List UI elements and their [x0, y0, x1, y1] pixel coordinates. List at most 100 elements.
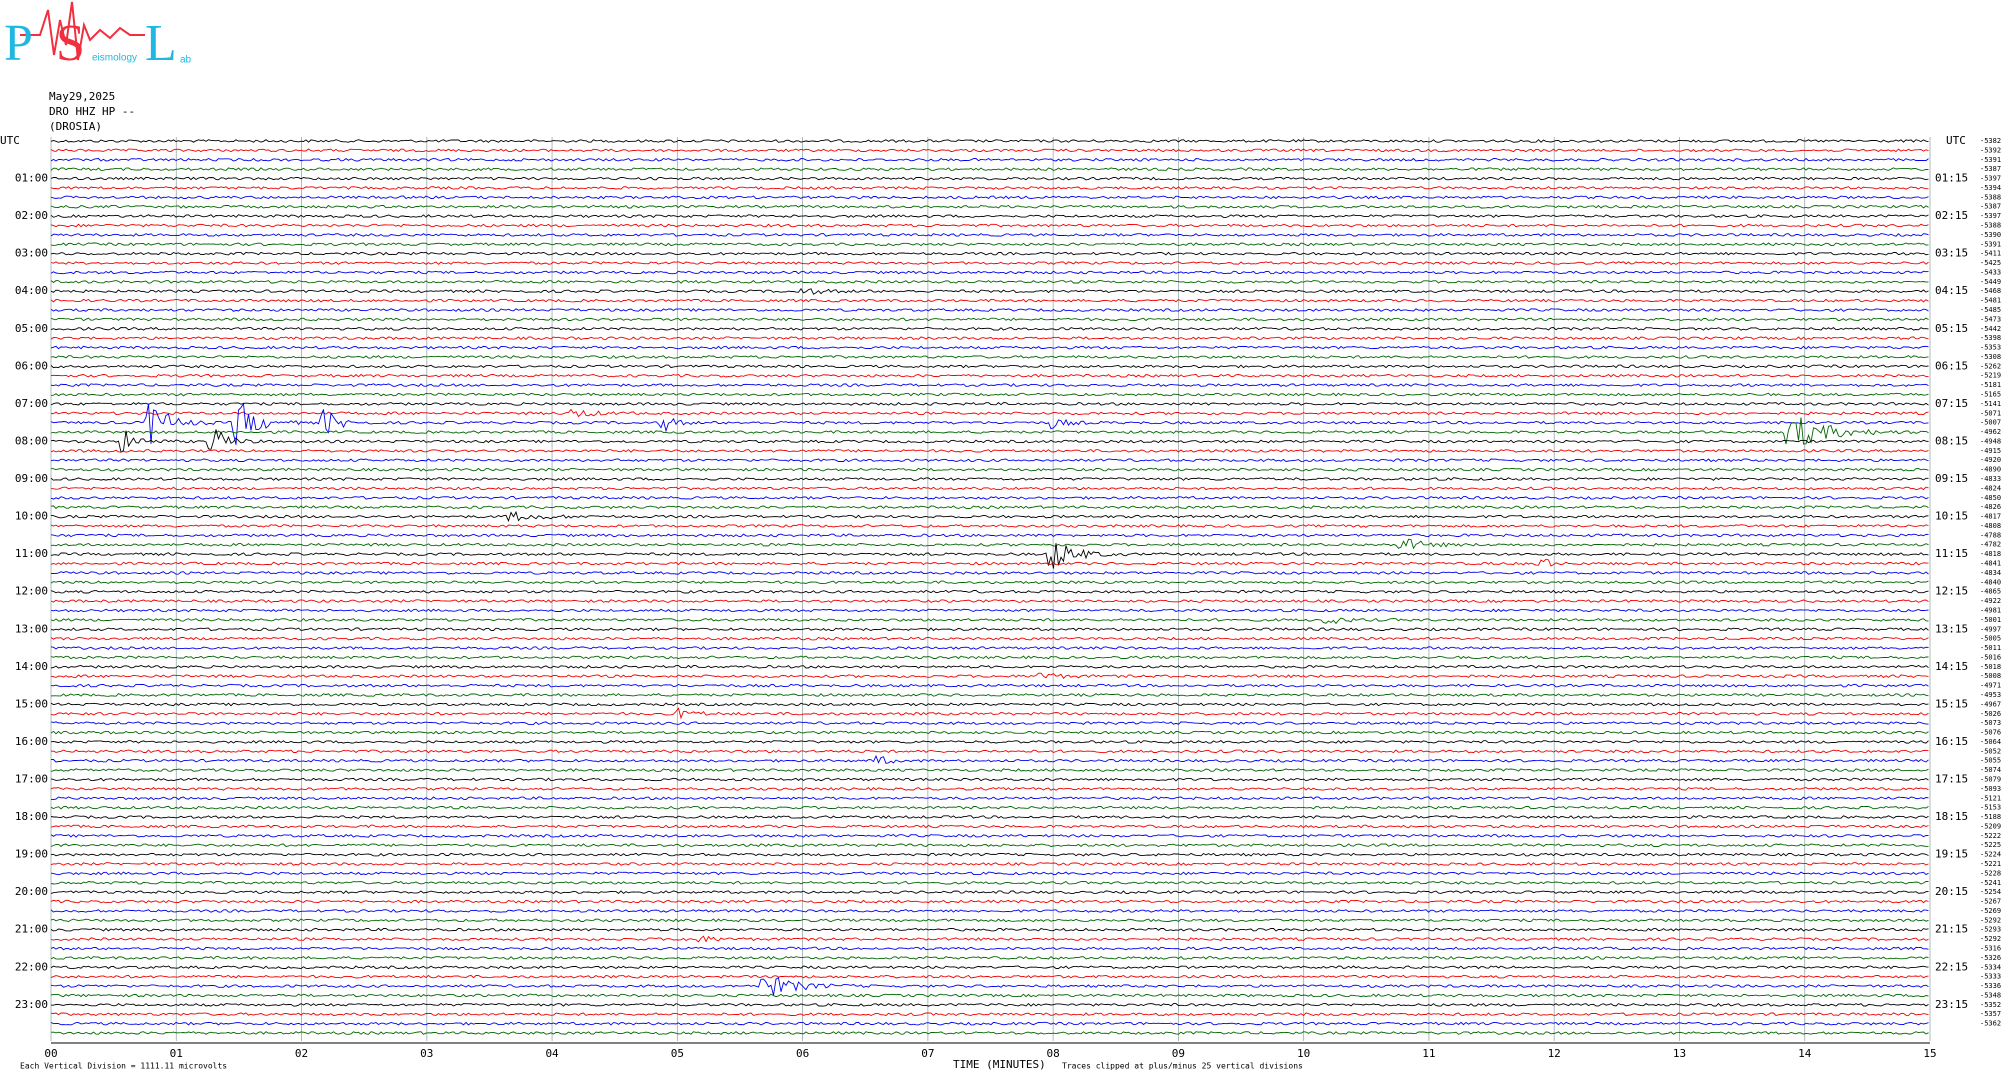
trace [50, 157, 1929, 162]
right-time-label: UTC [1946, 134, 1966, 147]
traces [50, 139, 1929, 1035]
left-time-label: 13:00 [15, 622, 48, 635]
offset-label: -5397 [1980, 212, 2001, 220]
offset-label: -5093 [1980, 785, 2001, 793]
offset-label: -5292 [1980, 935, 2001, 943]
offset-label: -5076 [1980, 729, 2001, 737]
trace [50, 777, 1929, 782]
date: May29,2025 [49, 90, 115, 103]
offset-label: -4824 [1980, 484, 2001, 492]
offset-label: -5394 [1980, 184, 2001, 192]
right-time-label: 16:15 [1935, 735, 1968, 748]
scale-note: Each Vertical Division = 1111.11 microvo… [20, 1062, 227, 1071]
x-tick-label: 04 [545, 1047, 559, 1060]
trace [50, 167, 1929, 172]
trace [50, 417, 1929, 445]
offset-label: -5052 [1980, 747, 2001, 755]
x-tick-label: 15 [1923, 1047, 1936, 1060]
offset-label: -5224 [1980, 851, 2001, 859]
trace [50, 261, 1929, 265]
x-tick-label: 12 [1548, 1047, 1561, 1060]
offset-label: -4981 [1980, 606, 2001, 614]
offset-label: -5382 [1980, 137, 2001, 145]
logo-wave [20, 1, 145, 61]
offset-label: -4788 [1980, 531, 2001, 539]
trace [50, 383, 1929, 388]
offset-label: -4997 [1980, 625, 2001, 633]
right-time-label: 05:15 [1935, 322, 1968, 335]
trace [50, 768, 1929, 772]
offset-label: -4841 [1980, 560, 2001, 568]
left-time-label: 21:00 [15, 923, 48, 936]
trace [50, 336, 1929, 341]
x-tick-label: 03 [420, 1047, 433, 1060]
offset-label: -4850 [1980, 494, 2001, 502]
left-time-label: 01:00 [15, 172, 48, 185]
trace [50, 458, 1929, 463]
offset-label: -5357 [1980, 1010, 2001, 1018]
offset-label: -5269 [1980, 907, 2001, 915]
offset-label: -5391 [1980, 240, 2001, 248]
offset-label: -5121 [1980, 794, 2001, 802]
right-time-label: 07:15 [1935, 397, 1968, 410]
offset-label: -5018 [1980, 663, 2001, 671]
trace [50, 977, 1929, 996]
left-time-label: 03:00 [15, 247, 48, 260]
trace [50, 1021, 1929, 1026]
left-time-label: 11:00 [15, 547, 48, 560]
right-time-label: 09:15 [1935, 472, 1968, 485]
offset-label: -4967 [1980, 700, 2001, 708]
right-time-label: 19:15 [1935, 848, 1968, 861]
trace [50, 852, 1929, 857]
offset-label: -4971 [1980, 682, 2001, 690]
trace [50, 251, 1929, 256]
trace [50, 571, 1929, 575]
offset-label: -5011 [1980, 644, 2001, 652]
left-time-label: 10:00 [15, 510, 48, 523]
trace [50, 786, 1929, 791]
grid [50, 137, 1931, 1041]
left-time-label: 16:00 [15, 735, 48, 748]
trace [50, 279, 1929, 284]
trace [51, 467, 1929, 472]
offset-label: -5026 [1980, 710, 2001, 718]
offset-label: -5005 [1980, 635, 2001, 643]
offset-label: -5292 [1980, 916, 2001, 924]
offset-label: -5333 [1980, 973, 2001, 981]
left-time-label: 19:00 [15, 848, 48, 861]
offset-label: -5073 [1980, 719, 2001, 727]
offset-label: -5221 [1980, 860, 2001, 868]
trace [50, 955, 1929, 960]
offset-label: -4915 [1980, 447, 2001, 455]
logo-word: ab [180, 55, 192, 66]
x-tick-label: 11 [1422, 1047, 1435, 1060]
offset-label: -4782 [1980, 541, 2001, 549]
offset-label: -5007 [1980, 419, 2001, 427]
trace [50, 636, 1929, 641]
trace [50, 599, 1929, 604]
offset-label: -5352 [1980, 1001, 2001, 1009]
left-time-label: UTC [0, 134, 20, 147]
left-time-label: 18:00 [15, 810, 48, 823]
offset-label: -5188 [1980, 813, 2001, 821]
trace [50, 730, 1929, 735]
x-tick-label: 02 [295, 1047, 308, 1060]
left-time-label: 20:00 [15, 885, 48, 898]
trace [50, 946, 1929, 951]
right-time-label: 18:15 [1935, 810, 1968, 823]
x-tick-label: 13 [1673, 1047, 1686, 1060]
axis-title: TIME (MINUTES) [953, 1058, 1046, 1071]
trace [50, 1031, 1929, 1035]
left-time-label: 07:00 [15, 397, 48, 410]
trace [50, 646, 1929, 650]
left-time-label: 06:00 [15, 359, 48, 372]
trace [50, 402, 1929, 406]
x-tick-label: 10 [1297, 1047, 1310, 1060]
offset-label: -5481 [1980, 297, 2001, 305]
right-time-label: 02:15 [1935, 209, 1968, 222]
trace [50, 899, 1929, 904]
trace [50, 918, 1929, 923]
trace [50, 796, 1929, 801]
trace [50, 495, 1929, 500]
